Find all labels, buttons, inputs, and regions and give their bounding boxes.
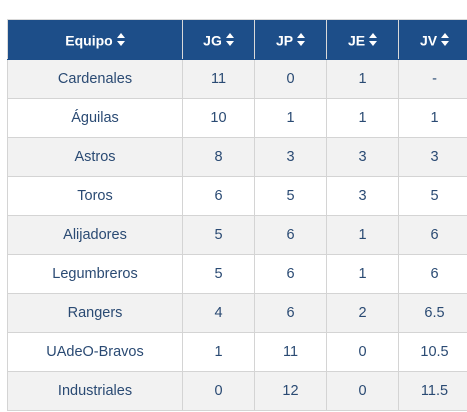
- standings-table: Equipo JG JP JE JV Cardenales 11: [7, 19, 467, 411]
- sort-up-down-icon[interactable]: [225, 32, 234, 46]
- jp-cell: 5: [254, 176, 327, 216]
- column-header-label: JE: [347, 32, 366, 49]
- table-row: Toros 6 5 3 5: [7, 176, 467, 216]
- jg-cell: 0: [182, 371, 255, 411]
- column-header-label: JG: [203, 32, 222, 49]
- column-header-team[interactable]: Equipo: [7, 19, 183, 60]
- jg-cell: 4: [182, 293, 255, 333]
- jg-cell: 11: [182, 59, 255, 99]
- table-header: Equipo JG JP JE JV: [7, 19, 467, 60]
- team-cell: Toros: [7, 176, 183, 216]
- table-row: Legumbreros 5 6 1 6: [7, 254, 467, 294]
- column-header-jv[interactable]: JV: [398, 19, 467, 60]
- je-cell: 3: [326, 137, 399, 177]
- jg-cell: 5: [182, 215, 255, 255]
- table-row: Astros 8 3 3 3: [7, 137, 467, 177]
- team-cell: Astros: [7, 137, 183, 177]
- jp-cell: 6: [254, 254, 327, 294]
- jv-cell: 11.5: [398, 371, 467, 411]
- je-cell: 1: [326, 215, 399, 255]
- table-row: Industriales 0 12 0 11.5: [7, 371, 467, 411]
- header-row: Equipo JG JP JE JV: [7, 19, 467, 60]
- jv-cell: 3: [398, 137, 467, 177]
- column-header-jp[interactable]: JP: [254, 19, 327, 60]
- team-cell: Águilas: [7, 98, 183, 138]
- je-cell: 1: [326, 98, 399, 138]
- column-header-je[interactable]: JE: [326, 19, 399, 60]
- table-row: Águilas 10 1 1 1: [7, 98, 467, 138]
- je-cell: 0: [326, 371, 399, 411]
- team-cell: Cardenales: [7, 59, 183, 99]
- je-cell: 0: [326, 332, 399, 372]
- sort-up-down-icon[interactable]: [116, 32, 125, 46]
- team-cell: UAdeO-Bravos: [7, 332, 183, 372]
- table-row: Alijadores 5 6 1 6: [7, 215, 467, 255]
- jp-cell: 11: [254, 332, 327, 372]
- je-cell: 1: [326, 254, 399, 294]
- jp-cell: 6: [254, 293, 327, 333]
- standings-table-container: Equipo JG JP JE JV Cardenales 11: [7, 19, 467, 411]
- jv-cell: 6: [398, 215, 467, 255]
- sort-up-down-icon[interactable]: [369, 32, 378, 46]
- column-header-label: Equipo: [65, 32, 113, 49]
- je-cell: 3: [326, 176, 399, 216]
- jp-cell: 3: [254, 137, 327, 177]
- jv-cell: -: [398, 59, 467, 99]
- column-header-label: JV: [419, 32, 438, 49]
- table-body: Cardenales 11 0 1 - Águilas 10 1 1 1 Ast…: [7, 59, 467, 411]
- sort-up-down-icon[interactable]: [441, 32, 450, 46]
- jv-cell: 6.5: [398, 293, 467, 333]
- jp-cell: 6: [254, 215, 327, 255]
- sort-up-down-icon[interactable]: [297, 32, 306, 46]
- team-cell: Rangers: [7, 293, 183, 333]
- table-row: Rangers 4 6 2 6.5: [7, 293, 467, 333]
- team-cell: Industriales: [7, 371, 183, 411]
- table-row: Cardenales 11 0 1 -: [7, 59, 467, 99]
- jv-cell: 1: [398, 98, 467, 138]
- column-header-label: JP: [275, 32, 294, 49]
- jg-cell: 6: [182, 176, 255, 216]
- jp-cell: 1: [254, 98, 327, 138]
- jp-cell: 0: [254, 59, 327, 99]
- jv-cell: 10.5: [398, 332, 467, 372]
- je-cell: 2: [326, 293, 399, 333]
- jv-cell: 6: [398, 254, 467, 294]
- jv-cell: 5: [398, 176, 467, 216]
- column-header-jg[interactable]: JG: [182, 19, 255, 60]
- je-cell: 1: [326, 59, 399, 99]
- table-row: UAdeO-Bravos 1 11 0 10.5: [7, 332, 467, 372]
- jg-cell: 8: [182, 137, 255, 177]
- jg-cell: 1: [182, 332, 255, 372]
- jg-cell: 10: [182, 98, 255, 138]
- jg-cell: 5: [182, 254, 255, 294]
- team-cell: Alijadores: [7, 215, 183, 255]
- team-cell: Legumbreros: [7, 254, 183, 294]
- jp-cell: 12: [254, 371, 327, 411]
